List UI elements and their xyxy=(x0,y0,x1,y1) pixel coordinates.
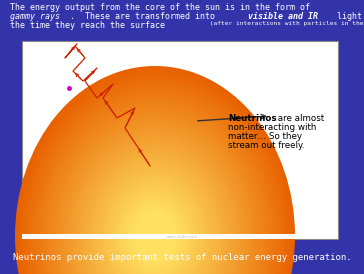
Bar xyxy=(22,41,338,239)
Text: the time they reach the surface: the time they reach the surface xyxy=(10,21,165,30)
Text: www.slakr.com: www.slakr.com xyxy=(166,235,198,239)
Text: gammy rays: gammy rays xyxy=(10,12,60,21)
Ellipse shape xyxy=(134,210,176,261)
Text: (after interactions with particles in the Sun).: (after interactions with particles in th… xyxy=(206,21,364,26)
Ellipse shape xyxy=(132,208,178,264)
Ellipse shape xyxy=(67,129,244,274)
Text: .  These are transformed into: . These are transformed into xyxy=(70,12,220,21)
Ellipse shape xyxy=(120,194,190,274)
Ellipse shape xyxy=(15,66,295,274)
Ellipse shape xyxy=(122,196,188,274)
Ellipse shape xyxy=(84,150,226,274)
Ellipse shape xyxy=(100,170,210,274)
Ellipse shape xyxy=(118,191,192,274)
Ellipse shape xyxy=(90,158,219,274)
Text: visible and IR: visible and IR xyxy=(248,12,318,21)
Ellipse shape xyxy=(41,97,269,274)
Ellipse shape xyxy=(29,83,281,274)
Ellipse shape xyxy=(88,155,222,274)
Ellipse shape xyxy=(49,107,261,274)
Ellipse shape xyxy=(27,81,283,274)
Ellipse shape xyxy=(43,100,267,274)
Ellipse shape xyxy=(55,114,255,274)
Ellipse shape xyxy=(37,93,273,274)
Text: are almost: are almost xyxy=(275,114,324,123)
Bar xyxy=(22,234,338,239)
Ellipse shape xyxy=(61,121,249,274)
Ellipse shape xyxy=(94,162,215,274)
Ellipse shape xyxy=(112,184,198,274)
Ellipse shape xyxy=(114,186,196,274)
Ellipse shape xyxy=(128,203,182,269)
Ellipse shape xyxy=(53,112,257,274)
Ellipse shape xyxy=(76,141,234,274)
Ellipse shape xyxy=(75,138,236,274)
Ellipse shape xyxy=(57,116,253,274)
Ellipse shape xyxy=(126,201,184,271)
Ellipse shape xyxy=(72,136,237,274)
Ellipse shape xyxy=(104,174,206,274)
Ellipse shape xyxy=(47,105,263,274)
Ellipse shape xyxy=(21,73,289,274)
Text: non-interacting with: non-interacting with xyxy=(228,123,316,132)
Text: matter… So they: matter… So they xyxy=(228,132,302,141)
Ellipse shape xyxy=(80,145,230,274)
Ellipse shape xyxy=(64,126,245,274)
Ellipse shape xyxy=(82,148,228,274)
Ellipse shape xyxy=(106,177,204,274)
Text: light by: light by xyxy=(332,12,364,21)
Ellipse shape xyxy=(59,119,252,274)
Ellipse shape xyxy=(45,102,265,274)
Ellipse shape xyxy=(102,172,208,274)
Ellipse shape xyxy=(25,78,285,274)
Ellipse shape xyxy=(51,109,259,274)
Ellipse shape xyxy=(124,198,186,273)
Ellipse shape xyxy=(92,160,218,274)
Ellipse shape xyxy=(116,189,194,274)
Ellipse shape xyxy=(98,167,212,274)
Ellipse shape xyxy=(108,179,202,274)
Text: stream out freely.: stream out freely. xyxy=(228,141,305,150)
Ellipse shape xyxy=(17,68,293,274)
Ellipse shape xyxy=(110,182,200,274)
Ellipse shape xyxy=(39,95,271,274)
Text: The energy output from the core of the sun is in the form of: The energy output from the core of the s… xyxy=(10,3,310,12)
Ellipse shape xyxy=(71,133,240,274)
Ellipse shape xyxy=(96,165,214,274)
Ellipse shape xyxy=(35,90,275,274)
Ellipse shape xyxy=(31,85,279,274)
Ellipse shape xyxy=(68,131,241,274)
Ellipse shape xyxy=(86,153,223,274)
Ellipse shape xyxy=(33,88,277,274)
Ellipse shape xyxy=(130,206,180,266)
Ellipse shape xyxy=(79,143,232,274)
Ellipse shape xyxy=(23,76,287,274)
Ellipse shape xyxy=(19,71,291,274)
Ellipse shape xyxy=(63,124,248,274)
Text: Neutrinos: Neutrinos xyxy=(228,114,277,123)
Text: Neutrinos provide important tests of nuclear energy generation.: Neutrinos provide important tests of nuc… xyxy=(13,253,351,262)
